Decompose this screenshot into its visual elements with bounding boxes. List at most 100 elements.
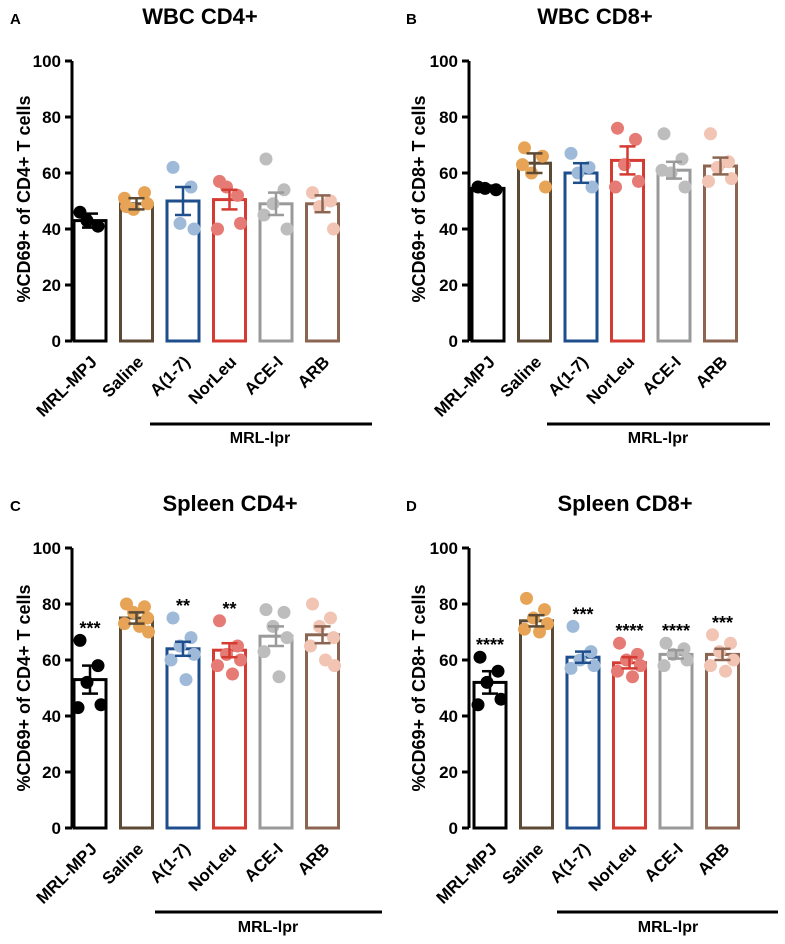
data-point (564, 146, 578, 160)
data-point (704, 659, 717, 673)
bar-group-5 (304, 597, 341, 830)
data-point (626, 670, 639, 684)
data-point (328, 659, 341, 673)
bar-group-4 (257, 603, 294, 830)
bar-group-1 (516, 141, 552, 343)
data-point (211, 222, 224, 236)
data-point (494, 692, 508, 706)
data-point (724, 636, 737, 650)
chart-title: Spleen CD4+ (162, 491, 297, 516)
category-label: MRL-MPJ (433, 839, 501, 907)
bar-group-1 (118, 186, 154, 343)
data-point (142, 625, 155, 639)
data-point (518, 141, 531, 155)
data-point (680, 653, 694, 667)
data-point (164, 653, 178, 667)
panel-d: D Spleen CD8+ %CD69+ of CD8+ T cells 0 20 40 6… (406, 491, 778, 936)
bar (519, 619, 554, 830)
y-tick-label: 20 (439, 276, 458, 295)
y-tick-label: 60 (439, 651, 458, 670)
data-point (118, 191, 131, 205)
data-point (704, 127, 717, 141)
y-tick-label: 80 (42, 108, 61, 127)
panel-letter: A (10, 11, 21, 28)
significance-label: **** (662, 621, 690, 641)
data-point (706, 628, 719, 642)
bar-group-0: *** (71, 618, 108, 830)
bar-group-4 (257, 152, 294, 343)
bar (563, 171, 599, 343)
data-point (304, 639, 317, 653)
data-point (702, 174, 715, 188)
data-point (634, 659, 647, 673)
y-tick-label: 100 (33, 539, 61, 558)
data-point (631, 647, 644, 661)
data-point (657, 127, 671, 141)
y-tick-label: 80 (42, 595, 61, 614)
bar-group-5 (305, 186, 340, 343)
data-point (609, 180, 622, 194)
bar (610, 158, 645, 343)
chart-title: WBC CD4+ (142, 4, 258, 29)
data-point (166, 611, 180, 625)
data-point (516, 158, 529, 172)
bar-group-4 (655, 127, 692, 343)
bar-group-0: **** (471, 635, 508, 830)
chart-title: Spleen CD8+ (557, 491, 692, 516)
y-tick-label: 40 (439, 707, 458, 726)
data-point (306, 186, 319, 200)
data-point (220, 180, 233, 194)
data-point (327, 222, 340, 236)
group-label: MRL-lpr (230, 430, 290, 447)
data-point (277, 183, 291, 197)
bar-group-5: *** (704, 613, 740, 830)
data-point (257, 645, 271, 659)
significance-label: **** (615, 621, 643, 641)
data-point (727, 653, 740, 667)
y-tick-label: 100 (430, 52, 458, 71)
panel-c: C Spleen CD4+ %CD69+ of CD4+ T cells 0 20 40 6… (10, 491, 382, 936)
category-label: ACE-I (639, 352, 685, 398)
y-tick-label: 20 (439, 763, 458, 782)
category-label: MRL-MPJ (33, 352, 101, 420)
data-point (141, 611, 154, 625)
data-point (173, 216, 187, 230)
category-label: MRL-MPJ (431, 352, 499, 420)
significance-label: ** (222, 599, 236, 619)
bar (119, 616, 154, 830)
category-label: Saline (496, 352, 545, 401)
bar-group-2: ** (164, 596, 201, 830)
category-label: NorLeu (185, 839, 241, 895)
data-point (587, 659, 601, 673)
data-point (226, 667, 239, 681)
category-label: ARB (692, 352, 731, 391)
y-axis-label: %CD69+ of CD8+ T cells (409, 584, 429, 791)
data-point (632, 174, 645, 188)
data-point (566, 619, 580, 633)
data-point (138, 600, 151, 614)
data-point (520, 591, 533, 605)
data-point (678, 180, 692, 194)
y-axis-label: %CD69+ of CD8+ T cells (409, 95, 429, 302)
data-point (280, 631, 294, 645)
bar (119, 202, 154, 343)
category-label: ARB (694, 839, 733, 878)
bar (705, 652, 740, 830)
data-point (611, 664, 624, 678)
data-point (259, 603, 273, 617)
data-point (324, 611, 337, 625)
bar (612, 661, 647, 830)
data-point (259, 152, 273, 166)
data-point (306, 597, 319, 611)
data-point (220, 647, 233, 661)
bar (258, 634, 294, 830)
data-point (272, 670, 286, 684)
panel-letter: C (10, 498, 21, 515)
bar (72, 219, 108, 343)
data-point (677, 642, 691, 656)
y-tick-label: 60 (42, 651, 61, 670)
data-point (277, 605, 291, 619)
data-point (231, 188, 244, 202)
category-label: ACE-I (241, 839, 287, 885)
y-tick-label: 40 (42, 707, 61, 726)
